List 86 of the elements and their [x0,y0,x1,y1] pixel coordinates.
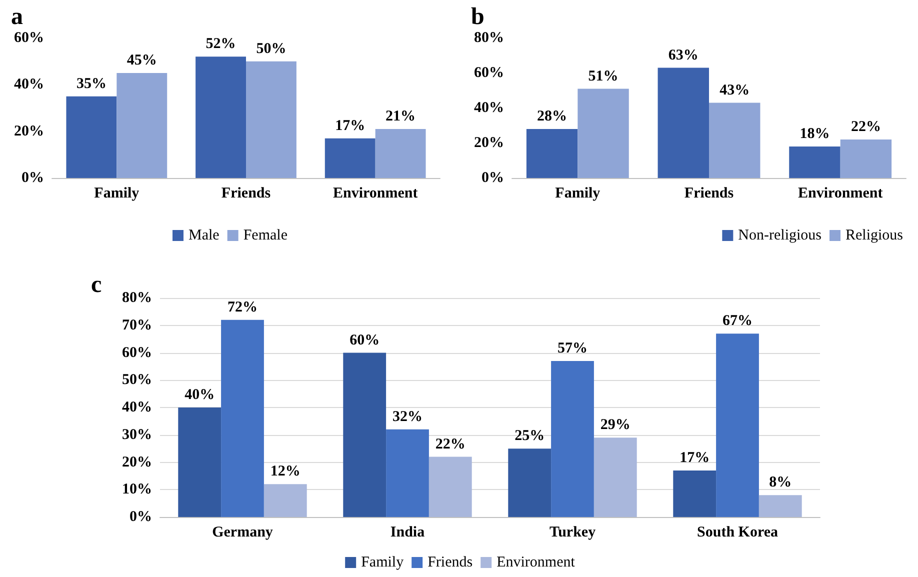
y-tick-label: 60% [122,344,152,361]
y-tick-label: 60% [474,65,504,81]
bar [551,360,594,517]
y-tick-label: 20% [474,135,504,151]
legend-label: Religious [846,228,904,244]
y-tick-label: 30% [122,426,152,443]
data-label: 17% [680,450,710,466]
x-tick-label: Germany [212,524,274,540]
data-label: 22% [435,436,466,452]
bar [578,88,629,178]
y-tick-label: 0% [22,170,44,186]
chart-title: a [11,4,23,30]
legend-label: Female [243,228,288,244]
data-label: 43% [720,82,750,98]
legend-label: Friends [428,554,473,570]
y-tick-label: 20% [14,123,44,140]
bar [508,448,552,517]
bar [594,438,637,517]
data-label: 28% [537,108,568,124]
legend-label: Male [188,228,220,244]
x-tick-label: Environment [332,186,418,202]
bar [246,61,296,178]
bar [673,470,716,517]
data-label: 45% [126,52,157,68]
y-tick-label: 70% [122,317,152,334]
data-label: 21% [386,108,416,124]
x-tick-label: Turkey [549,524,596,540]
bar [658,68,709,178]
bar [66,96,117,178]
legend-label: Family [361,554,404,570]
chart-title: c [91,272,102,298]
x-tick-label: India [390,524,426,540]
y-tick-label: 0% [482,170,504,186]
chart-title: b [471,4,484,30]
bar [116,73,168,178]
bar [324,138,376,178]
data-label: 67% [722,313,752,330]
x-tick-label: Family [94,186,140,202]
data-label: 8% [769,474,792,491]
bar [375,129,426,178]
bar [428,456,472,517]
data-label: 52% [206,36,236,52]
bar [343,352,386,517]
y-tick-label: 40% [14,76,44,93]
data-label: 18% [800,126,830,142]
data-label: 50% [256,40,286,57]
bar [386,429,429,517]
y-tick-label: 50% [122,372,152,388]
x-tick-label: Family [555,186,601,202]
y-tick-label: 20% [122,454,152,470]
x-tick-label: Friends [221,186,271,202]
y-tick-label: 80% [122,290,152,306]
data-label: 51% [588,68,618,84]
bar [178,408,222,517]
x-tick-label: South Korea [697,524,778,540]
bar [264,484,307,517]
y-tick-label: 0% [130,509,152,525]
data-label: 22% [850,119,881,135]
y-tick-label: 60% [14,30,44,46]
bar [526,129,578,178]
bar [221,320,264,517]
data-label: 32% [392,408,422,425]
data-label: 72% [228,299,258,316]
bar [716,334,759,517]
data-label: 60% [350,332,380,348]
legend-label: Non-religious [738,228,822,244]
data-label: 25% [514,428,545,444]
bar [709,102,760,178]
y-tick-label: 10% [122,482,152,498]
y-tick-label: 40% [122,400,152,416]
y-tick-label: 80% [474,30,504,46]
data-label: 35% [76,76,106,92]
data-label: 40% [184,387,215,403]
data-label: 57% [558,340,588,356]
y-tick-label: 40% [474,100,504,116]
data-label: 17% [335,118,366,134]
bar [196,56,246,178]
bar [789,146,840,178]
data-label: 12% [270,464,300,480]
bar [758,495,802,517]
data-label: 63% [668,47,698,64]
bar [840,140,892,178]
x-tick-label: Environment [798,186,883,202]
legend-label: Environment [496,554,576,570]
x-tick-label: Friends [684,186,734,202]
data-label: 29% [600,417,630,434]
